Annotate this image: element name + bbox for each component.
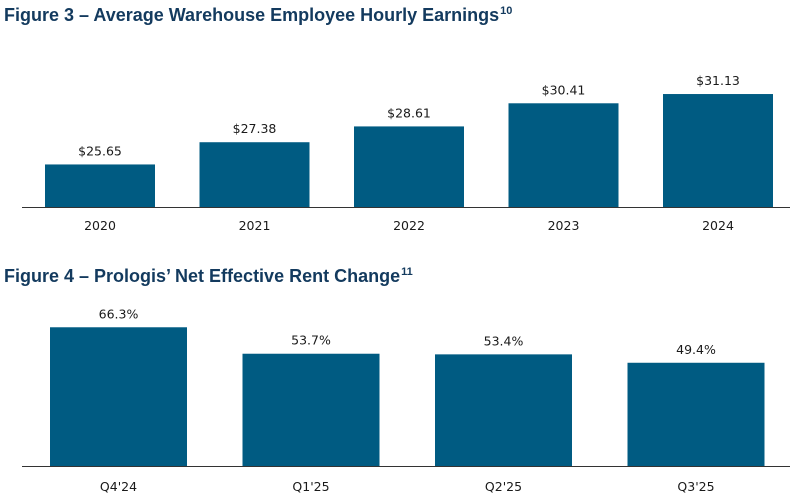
bar bbox=[627, 362, 765, 467]
data-label: $30.41 bbox=[542, 82, 586, 97]
bar bbox=[354, 126, 464, 208]
figure-4-footnote: 11 bbox=[401, 266, 413, 278]
figure-4-chart: 66.3% Q4'24 53.7% Q1'25 53.4% Q2'25 49.4% Q3'25 bbox=[22, 306, 790, 494]
data-label: $28.61 bbox=[387, 105, 431, 120]
bar bbox=[242, 353, 380, 467]
bar bbox=[508, 103, 619, 208]
figure-3-chart: $25.65 2020 $27.38 2021 $28.61 2022 $30.41 2023… bbox=[22, 73, 790, 233]
data-label: $25.65 bbox=[78, 143, 122, 158]
data-label: $31.13 bbox=[696, 73, 740, 88]
bar bbox=[45, 164, 155, 208]
x-tick-label: 2023 bbox=[548, 218, 580, 233]
data-label: 53.7% bbox=[291, 333, 331, 348]
x-tick-label: Q1'25 bbox=[292, 479, 329, 494]
x-tick-label: Q2'25 bbox=[485, 479, 522, 494]
figure-3-footnote: 10 bbox=[500, 5, 513, 17]
data-label: 66.3% bbox=[99, 306, 139, 321]
figure-4-title: Figure 4 – Prologis’ Net Effective Rent … bbox=[4, 266, 413, 287]
data-label: $27.38 bbox=[233, 121, 277, 136]
x-tick-label: 2024 bbox=[702, 218, 734, 233]
data-label: 53.4% bbox=[484, 333, 524, 348]
figure-3-title: Figure 3 – Average Warehouse Employee Ho… bbox=[4, 5, 512, 26]
x-tick-label: 2022 bbox=[393, 218, 425, 233]
figure-4-title-text: Figure 4 – Prologis’ Net Effective Rent … bbox=[4, 266, 401, 286]
bar bbox=[663, 94, 773, 208]
bar bbox=[435, 354, 572, 467]
figure-3-title-text: Figure 3 – Average Warehouse Employee Ho… bbox=[4, 5, 500, 25]
bar bbox=[50, 327, 187, 467]
x-tick-label: 2021 bbox=[239, 218, 271, 233]
x-tick-label: Q4'24 bbox=[100, 479, 137, 494]
data-label: 49.4% bbox=[676, 342, 716, 357]
x-tick-label: Q3'25 bbox=[677, 479, 714, 494]
bar bbox=[199, 142, 310, 208]
x-tick-label: 2020 bbox=[84, 218, 116, 233]
